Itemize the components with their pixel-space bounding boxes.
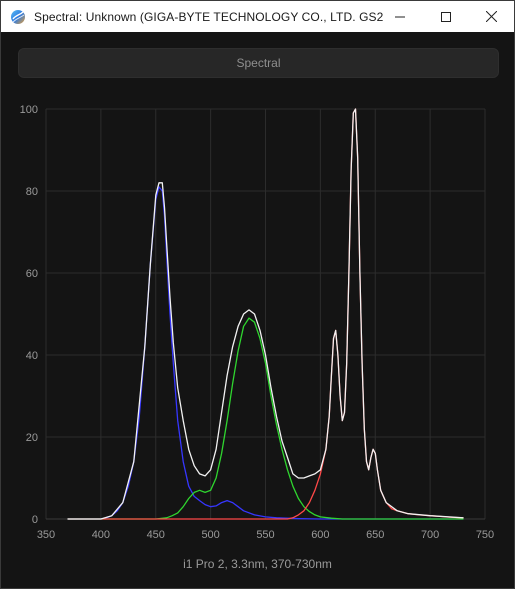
series-total-line (67, 108, 464, 520)
spectral-chart: 350 400 450 500 550 600 650 700 750 0 20 40 60 80 100 (20, 104, 495, 541)
x-tick-label: 500 (201, 529, 219, 541)
x-tick-label: 700 (421, 529, 439, 541)
x-tick-label: 350 (37, 529, 55, 541)
close-icon (485, 11, 497, 22)
instrument-caption: i1 Pro 2, 3.3nm, 370-730nm (183, 557, 332, 571)
title-bar[interactable]: Spectral: Unknown (GIGA-BYTE TECHNOLOGY … (1, 1, 514, 32)
series-green-line (67, 317, 464, 520)
x-tick-label: 750 (476, 529, 494, 541)
maximize-button[interactable] (423, 1, 469, 32)
spectral-button[interactable]: Spectral (18, 48, 499, 78)
x-tick-label: 650 (366, 529, 384, 541)
x-tick-label: 400 (92, 529, 110, 541)
x-tick-label: 550 (256, 529, 274, 541)
y-tick-label: 0 (32, 514, 38, 526)
y-tick-label: 80 (26, 186, 38, 198)
y-tick-label: 20 (26, 432, 38, 444)
y-tick-label: 60 (26, 268, 38, 280)
minimize-icon (395, 16, 405, 17)
app-logo-icon (10, 9, 26, 25)
maximize-icon (441, 11, 451, 22)
x-tick-label: 450 (147, 529, 165, 541)
y-tick-label: 40 (26, 350, 38, 362)
close-button[interactable] (468, 1, 514, 32)
minimize-button[interactable] (377, 1, 423, 32)
x-tick-label: 600 (311, 529, 329, 541)
window-title: Spectral: Unknown (GIGA-BYTE TECHNOLOGY … (34, 9, 384, 24)
y-tick-label: 100 (20, 104, 38, 116)
